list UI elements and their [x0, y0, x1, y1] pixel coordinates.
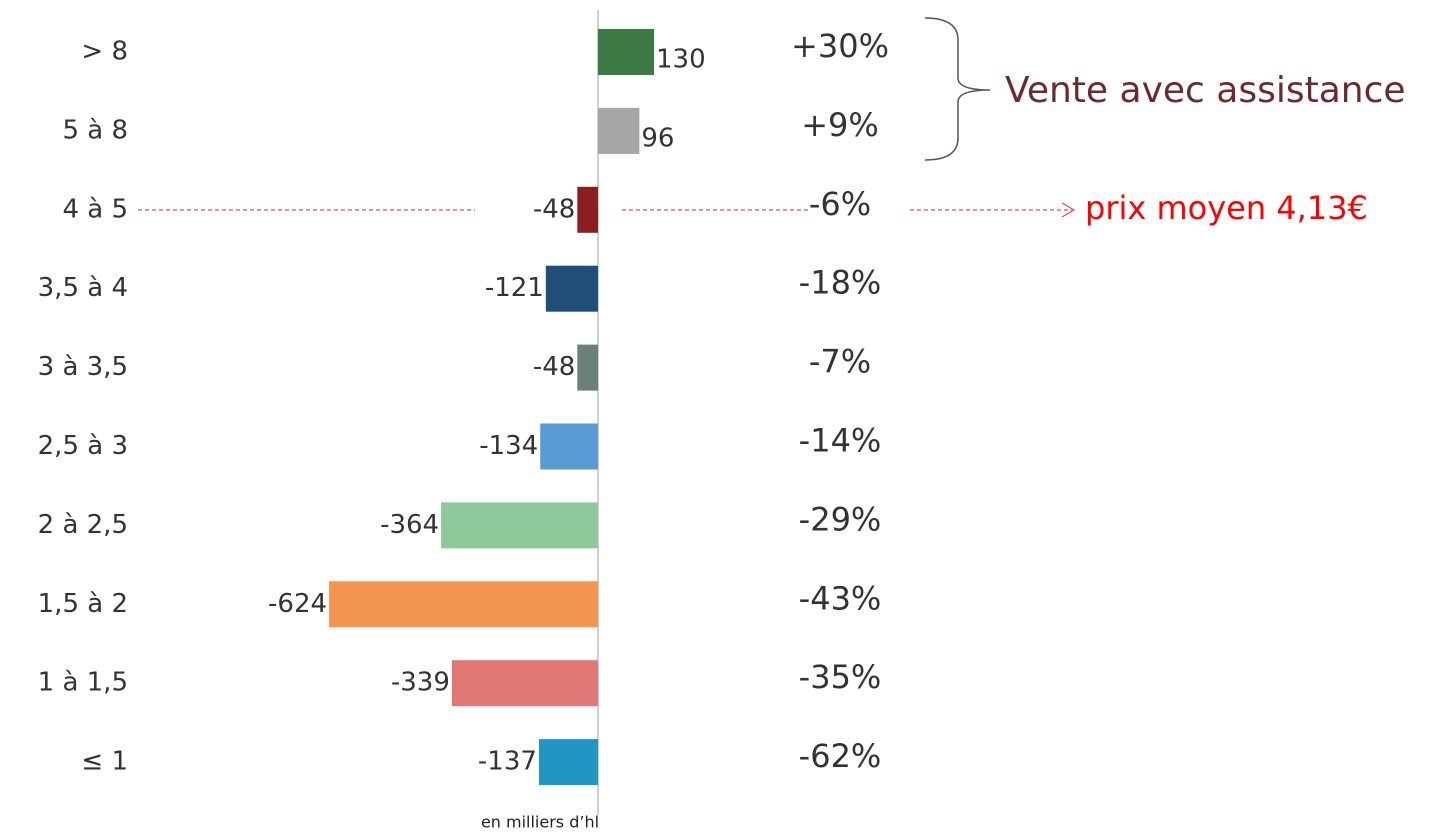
data-label: -121 [485, 273, 544, 303]
category-label: > 8 [81, 37, 128, 67]
bar [598, 107, 640, 154]
brace [924, 17, 991, 161]
data-label: -137 [478, 747, 537, 777]
category-label: 4 à 5 [62, 194, 128, 224]
bar [538, 739, 598, 786]
bar [451, 660, 598, 707]
category-label: 2 à 2,5 [38, 510, 128, 540]
change-label: +9% [801, 106, 879, 144]
data-label: -48 [533, 194, 575, 224]
data-label: 130 [656, 45, 706, 75]
change-label: -7% [809, 343, 871, 381]
bar [577, 344, 598, 391]
category-label: 5 à 8 [62, 115, 128, 145]
bar [598, 29, 655, 75]
change-label: -6% [809, 185, 871, 223]
data-label: -364 [380, 510, 439, 540]
category-label: 2,5 à 3 [38, 431, 128, 461]
annotation: Vente avec assistance [1005, 70, 1406, 111]
category-label: 3,5 à 4 [38, 273, 128, 303]
bar [545, 265, 598, 312]
category-label: 3 à 3,5 [38, 352, 128, 382]
data-label: -134 [479, 431, 538, 461]
change-label: +30% [791, 27, 889, 65]
data-label: -339 [391, 668, 450, 698]
bar [577, 186, 598, 233]
change-label: -62% [799, 737, 882, 775]
bar [540, 423, 598, 470]
bar [441, 502, 598, 549]
arrow-head [1061, 202, 1076, 218]
change-label: -35% [799, 658, 882, 696]
data-label: -624 [268, 589, 327, 619]
category-label: ≤ 1 [81, 747, 128, 777]
change-label: -18% [799, 264, 882, 302]
data-label: -48 [533, 352, 575, 382]
category-label: 1,5 à 2 [38, 589, 128, 619]
bar [329, 581, 598, 628]
change-label: -43% [799, 579, 882, 617]
footnote: en milliers d’hl [481, 813, 599, 832]
change-label: -29% [799, 500, 882, 538]
category-label: 1 à 1,5 [38, 668, 128, 698]
data-label: 96 [641, 123, 674, 153]
change-label: -14% [799, 422, 882, 460]
annotation: prix moyen 4,13€ [1085, 189, 1368, 227]
